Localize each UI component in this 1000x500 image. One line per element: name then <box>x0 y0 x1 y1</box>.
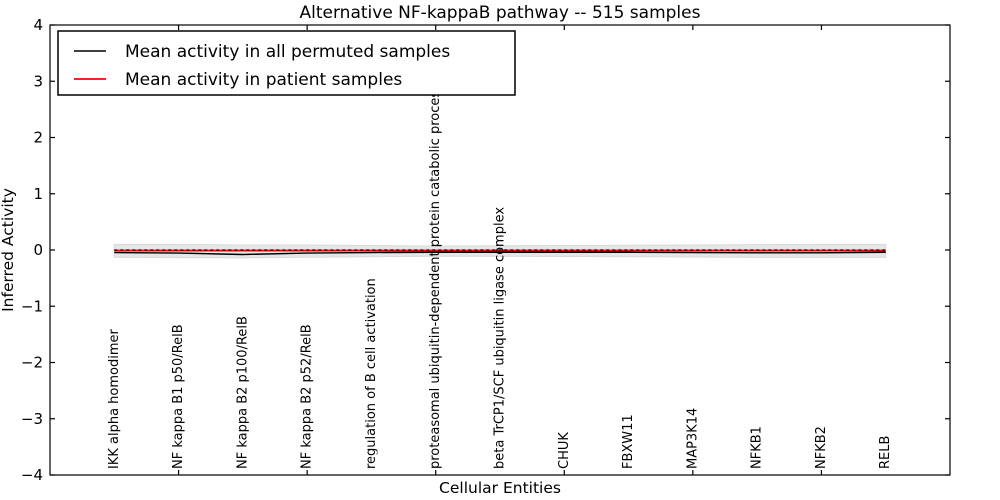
category-label: NF kappa B2 p52/RelB <box>300 324 315 469</box>
y-tick-label: −4 <box>21 466 43 484</box>
category-label: NF kappa B1 p50/RelB <box>171 324 186 469</box>
y-tick-label: −2 <box>21 354 43 372</box>
y-tick-label: −3 <box>21 410 43 428</box>
category-label: proteasomal ubiquitin-dependent protein … <box>428 84 443 469</box>
x-axis-label: Cellular Entities <box>439 479 561 497</box>
legend-box <box>57 30 516 96</box>
legend-label-patient: Mean activity in patient samples <box>125 70 402 90</box>
y-tick-label: −1 <box>21 297 43 315</box>
legend-label-permuted: Mean activity in all permuted samples <box>125 42 450 62</box>
category-label: beta TrCP1/SCF ubiquitin ligase complex <box>493 207 508 469</box>
legend: Mean activity in all permuted samples Me… <box>57 30 516 96</box>
y-tick-label: 3 <box>33 72 43 90</box>
permuted-mean-line <box>114 251 886 256</box>
plot-area: 4 3 2 1 0 −1 −2 −3 −4 IKK alpha homodimer NF kappa… <box>21 16 950 484</box>
category-label: NF kappa B2 p100/RelB <box>235 316 250 469</box>
category-label: regulation of B cell activation <box>364 278 379 469</box>
y-tick-label: 0 <box>33 241 43 259</box>
category-label: RELB <box>878 436 893 469</box>
axes-frame <box>49 24 951 476</box>
chart-title: Alternative NF-kappaB pathway -- 515 sam… <box>300 3 701 23</box>
category-label: FBXW11 <box>621 414 636 469</box>
category-label: NFKB1 <box>750 426 765 469</box>
y-tick-label: 4 <box>33 16 43 34</box>
category-label: IKK alpha homodimer <box>107 328 122 469</box>
category-label: MAP3K14 <box>685 408 700 469</box>
y-axis-label: Inferred Activity <box>0 188 17 312</box>
y-tick-label: 1 <box>33 185 43 203</box>
y-tick-label: 2 <box>33 129 43 147</box>
category-label: NFKB2 <box>814 426 829 469</box>
category-label: CHUK <box>557 432 572 469</box>
